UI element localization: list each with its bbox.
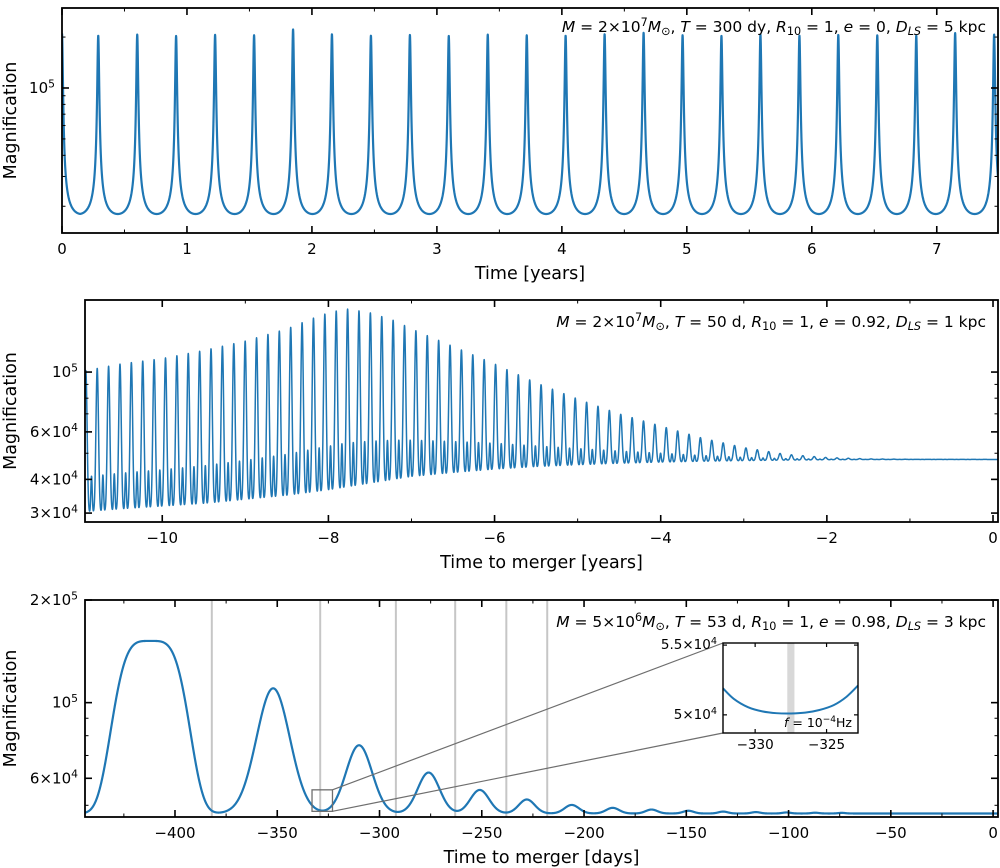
panel-top: 0 1 2 3 4 5 6 7 105 M = 2×107M⊙, T = 300 dy, R10 … bbox=[1, 7, 999, 284]
y-tick-label: 3×104 bbox=[30, 502, 78, 522]
y-tick-label: 6×104 bbox=[30, 421, 78, 441]
inset-frame bbox=[722, 642, 859, 734]
x-axis-label: Time to merger [days] bbox=[443, 848, 640, 868]
y-tick-label: 4×104 bbox=[30, 469, 78, 489]
x-tick-label: −4 bbox=[650, 529, 672, 547]
panel-bottom: −400 −350 −300 −250 −200 −150 −100 −50 0 2×105 105… bbox=[1, 589, 999, 868]
x-tick-label: −6 bbox=[483, 529, 505, 547]
x-tick-label: −2 bbox=[816, 529, 838, 547]
inset-x-tick-label: −325 bbox=[808, 737, 845, 753]
x-tick-label: −10 bbox=[146, 529, 178, 547]
parameter-annotation: M = 2×107M⊙, T = 300 dy, R10 = 1, e = 0,… bbox=[562, 16, 986, 38]
axis-ticks bbox=[85, 300, 998, 522]
magnification-curve bbox=[85, 308, 998, 512]
x-tick-label: 1 bbox=[182, 240, 192, 258]
frequency-marker-vlines bbox=[210, 600, 549, 817]
x-axis-label: Time [years] bbox=[474, 264, 585, 284]
x-tick-label: −200 bbox=[563, 824, 604, 842]
axes-frame bbox=[84, 599, 999, 818]
y-tick-label: 6×104 bbox=[30, 768, 78, 788]
axis-ticks bbox=[85, 599, 998, 817]
inset-connector-line bbox=[332, 642, 724, 791]
x-tick-label: 0 bbox=[988, 529, 998, 547]
x-tick-label: −250 bbox=[461, 824, 502, 842]
y-tick-label: 105 bbox=[29, 77, 55, 97]
x-tick-label: 0 bbox=[57, 240, 67, 258]
y-tick-label: 105 bbox=[52, 692, 78, 712]
inset-frequency-band bbox=[787, 643, 795, 733]
magnification-curve bbox=[85, 639, 998, 815]
x-tick-label: 3 bbox=[432, 240, 442, 258]
axes-frame bbox=[84, 299, 999, 523]
parameter-annotation: M = 5×106M⊙, T = 53 d, R10 = 1, e = 0.98… bbox=[556, 611, 986, 633]
x-tick-label: −100 bbox=[768, 824, 809, 842]
zoom-inset: −330 −325 5.5×104 5×104 f = 10−4Hz bbox=[661, 636, 859, 753]
zoom-region-rect bbox=[311, 789, 334, 812]
x-tick-label: −8 bbox=[317, 529, 339, 547]
y-tick-label: 105 bbox=[52, 361, 78, 381]
x-tick-label: 6 bbox=[807, 240, 817, 258]
x-tick-label: −300 bbox=[359, 824, 400, 842]
axis-ticks bbox=[61, 8, 998, 233]
x-tick-label: 0 bbox=[988, 824, 998, 842]
y-axis-label: Magnification bbox=[1, 650, 21, 768]
parameter-annotation: M = 2×107M⊙, T = 50 d, R10 = 1, e = 0.92… bbox=[556, 311, 986, 333]
inset-frequency-label: f = 10−4Hz bbox=[784, 715, 852, 730]
x-tick-label: 5 bbox=[682, 240, 692, 258]
x-tick-label: −350 bbox=[257, 824, 298, 842]
inset-curve bbox=[722, 684, 859, 715]
panel-middle: −10 −8 −6 −4 −2 0 105 6×104 4×104 3×104 M = 2×107M… bbox=[1, 299, 999, 573]
x-tick-label: 2 bbox=[307, 240, 317, 258]
y-tick-label: 2×105 bbox=[30, 589, 78, 609]
x-tick-label: −50 bbox=[875, 824, 907, 842]
inset-y-tick-label: 5.5×104 bbox=[661, 636, 717, 653]
inset-ticks bbox=[723, 643, 858, 733]
magnification-curve bbox=[62, 28, 998, 216]
axes-frame bbox=[61, 7, 999, 234]
y-axis-label: Magnification bbox=[1, 352, 21, 470]
inset-connector-line bbox=[332, 732, 724, 812]
inset-x-tick-label: −330 bbox=[737, 737, 774, 753]
x-tick-label: −150 bbox=[666, 824, 707, 842]
x-tick-label: 7 bbox=[932, 240, 942, 258]
x-tick-label: −400 bbox=[154, 824, 195, 842]
x-axis-label: Time to merger [years] bbox=[439, 553, 643, 573]
y-axis-label: Magnification bbox=[1, 62, 21, 180]
x-tick-label: 4 bbox=[557, 240, 567, 258]
inset-y-tick-label: 5×104 bbox=[674, 706, 717, 723]
